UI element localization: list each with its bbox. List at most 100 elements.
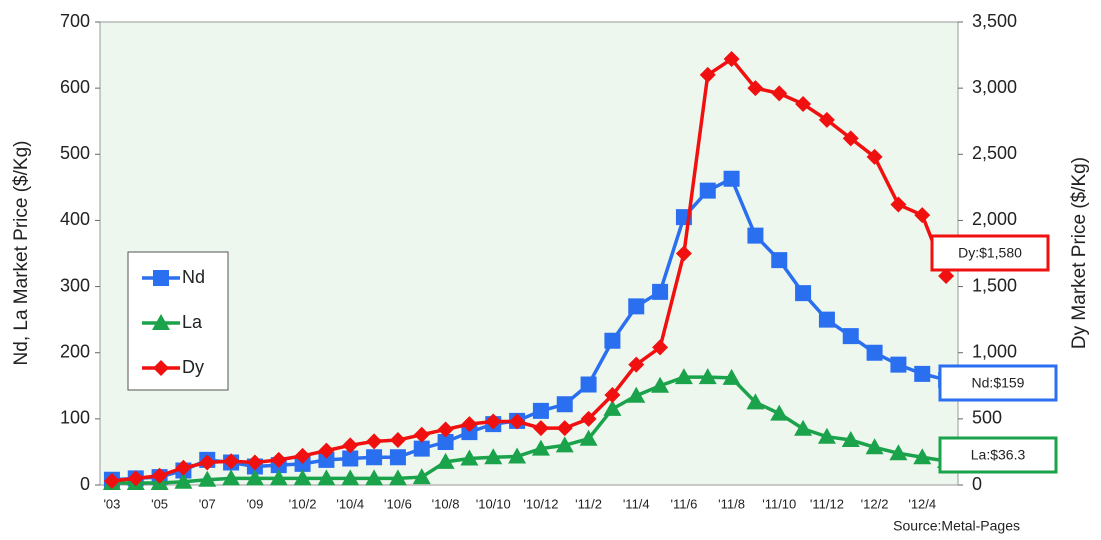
y-tick-label: 600 <box>60 77 90 97</box>
y2-axis-label: Dy Market Price ($/Kg) <box>1069 157 1090 349</box>
x-tick-label: '11/10 <box>762 496 796 511</box>
x-tick-label: '11/6 <box>671 496 698 511</box>
end-label-box <box>938 364 1058 402</box>
data-point <box>531 439 550 456</box>
data-point <box>317 469 336 486</box>
data-point <box>890 196 907 213</box>
data-point <box>579 429 598 446</box>
data-point <box>508 447 527 464</box>
data-point <box>293 469 312 486</box>
data-point <box>890 356 907 373</box>
y-tick-label: 400 <box>60 209 90 229</box>
data-point <box>223 453 240 470</box>
end-label: La:$36.3 <box>971 447 1026 463</box>
data-point <box>175 459 192 476</box>
data-point <box>699 66 716 83</box>
legend-label: La <box>182 312 203 332</box>
data-point <box>412 468 431 485</box>
data-point <box>747 80 764 97</box>
x-tick-label: '12/2 <box>861 496 889 511</box>
data-point <box>628 356 645 373</box>
data-point <box>794 419 813 436</box>
data-point <box>103 473 120 490</box>
data-point <box>674 368 693 385</box>
data-point <box>747 227 764 244</box>
data-point <box>246 454 263 471</box>
x-tick-label: '05 <box>151 496 168 511</box>
data-point <box>938 267 955 284</box>
data-point <box>556 396 573 413</box>
end-label: Dy:$1,580 <box>958 245 1022 261</box>
x-tick-label: '09 <box>246 496 263 511</box>
data-point <box>842 130 859 147</box>
data-point <box>366 433 383 450</box>
end-label-box <box>938 436 1058 474</box>
data-point <box>532 420 549 437</box>
x-tick-label: '07 <box>199 496 216 511</box>
data-point <box>889 444 908 461</box>
legend-label: Nd <box>182 267 205 287</box>
data-point <box>580 410 597 427</box>
x-tick-label: '10/8 <box>432 496 460 511</box>
data-point <box>604 332 621 349</box>
data-point <box>795 96 812 113</box>
x-tick-label: '10/12 <box>523 496 558 511</box>
y-tick-label: 300 <box>60 275 90 295</box>
x-tick-label: '11/2 <box>575 496 602 511</box>
y2-tick-label: 2,500 <box>972 143 1017 163</box>
data-point <box>841 431 860 448</box>
y2-tick-label: 1,500 <box>972 275 1017 295</box>
x-tick-label: '12/4 <box>908 496 936 511</box>
y-tick-label: 0 <box>80 474 90 494</box>
data-point <box>818 311 835 328</box>
data-point <box>652 283 669 300</box>
data-point <box>866 148 883 165</box>
data-point <box>509 413 526 430</box>
data-point <box>269 469 288 486</box>
data-point <box>318 451 335 468</box>
data-point <box>460 449 479 466</box>
data-point <box>436 452 455 469</box>
data-point <box>342 450 359 467</box>
data-point <box>461 416 478 433</box>
data-point <box>198 470 217 487</box>
data-point <box>270 451 287 468</box>
legend-marker <box>153 270 169 286</box>
data-point <box>556 420 573 437</box>
data-point <box>532 402 549 419</box>
x-tick-label: '11/8 <box>718 496 745 511</box>
x-tick-label: '03 <box>103 496 120 511</box>
y2-tick-label: 3,000 <box>972 77 1017 97</box>
data-point <box>151 467 168 484</box>
data-point <box>698 368 717 385</box>
data-point <box>842 328 859 345</box>
data-point <box>437 421 454 438</box>
legend-marker <box>152 314 170 330</box>
data-point <box>914 207 931 224</box>
data-point <box>603 399 622 416</box>
data-point <box>127 470 144 487</box>
data-point <box>366 449 383 466</box>
data-point <box>174 472 193 489</box>
legend-marker <box>153 360 169 376</box>
source-note: Source:Metal-Pages <box>893 518 1020 534</box>
data-point <box>865 438 884 455</box>
data-point <box>818 111 835 128</box>
data-point <box>627 386 646 403</box>
data-point <box>485 413 502 430</box>
data-point <box>341 469 360 486</box>
data-point <box>199 454 216 471</box>
y2-tick-label: 500 <box>972 408 1002 428</box>
data-point <box>245 469 264 486</box>
plot-area <box>99 21 959 486</box>
data-point <box>675 245 692 262</box>
data-point <box>771 252 788 269</box>
data-point <box>388 469 407 486</box>
data-point <box>722 368 741 385</box>
data-point <box>914 365 931 382</box>
data-point <box>652 339 669 356</box>
data-point <box>580 376 597 393</box>
y2-tick-label: 3,500 <box>972 11 1017 31</box>
x-tick-label: '10/10 <box>476 496 511 511</box>
data-point <box>723 170 740 187</box>
